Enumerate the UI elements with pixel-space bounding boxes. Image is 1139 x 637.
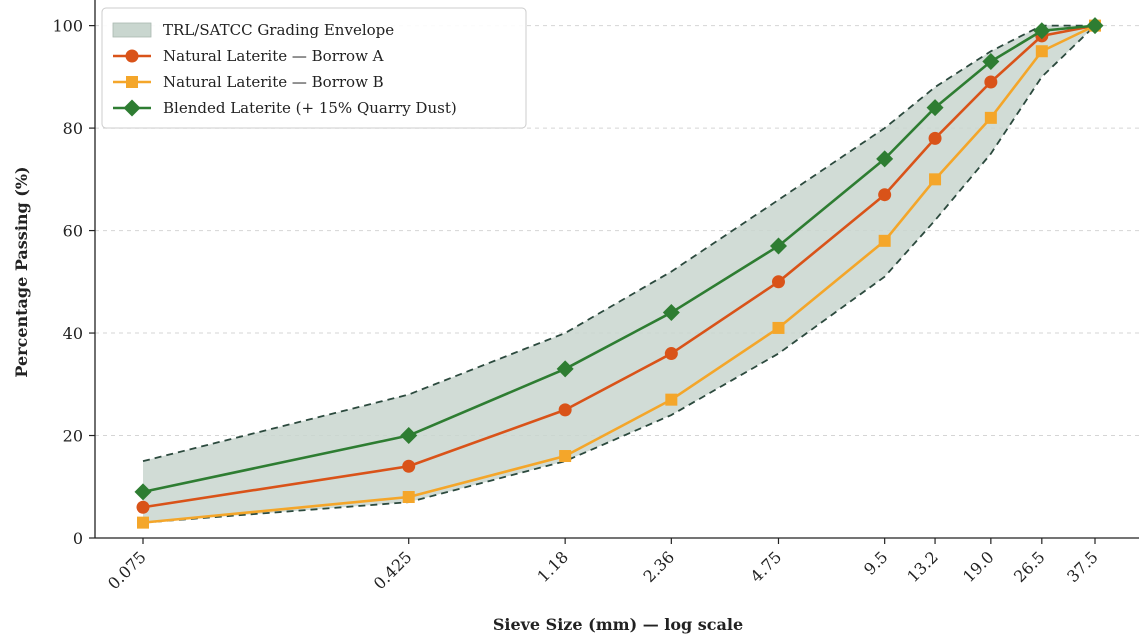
data-point [982,52,1000,70]
series-lines [134,17,1104,529]
legend-marker [123,99,141,117]
data-point [137,516,149,529]
series-3 [134,17,1104,501]
y-tick-label: 0 [73,529,83,548]
data-point [984,111,997,124]
data-point [664,347,678,361]
legend: TRL/SATCC Grading Envelope Natural Lateri… [101,7,527,129]
data-point [559,450,572,463]
y-tick-label: 80 [63,119,83,138]
y-tick-label: 60 [63,222,83,241]
data-point [402,491,415,504]
y-axis-title: Percentage Passing (%) [12,166,31,377]
data-point [134,483,152,501]
envelope-lower-line [142,24,1096,524]
series-line [142,24,1096,524]
legend-label: Natural Laterite — Borrow A [163,47,384,65]
data-point [876,150,894,168]
data-point [926,99,944,117]
data-point [771,275,785,289]
x-tick-label: 2.36 [640,547,679,586]
legend-swatch-envelope [112,22,152,38]
data-point [769,237,787,255]
data-point [772,321,785,334]
data-point [662,304,680,322]
y-tick-label: 40 [63,324,83,343]
legend-label: Natural Laterite — Borrow B [163,73,384,91]
x-tick-label: 37.5 [1063,547,1102,586]
legend-frame [101,7,527,129]
data-point [1086,17,1104,35]
data-point [878,188,892,202]
data-point [1035,45,1048,58]
data-point [878,234,891,247]
y-tick-label: 100 [52,17,83,36]
x-tick-label: 9.5 [860,547,891,578]
data-point [556,360,574,378]
data-point [929,173,942,186]
data-point [136,500,150,514]
x-tick-label: 19.0 [959,547,998,586]
x-tick-label: 0.075 [104,547,150,593]
data-point [1033,22,1051,40]
x-tick-label: 1.18 [533,547,572,586]
data-point [665,393,678,406]
axes [94,0,1139,539]
series-line [142,24,1096,509]
data-point [558,403,572,417]
data-point [400,427,418,445]
legend-marker [126,76,138,88]
x-axis-title: Sieve Size (mm) — log scale [493,615,743,634]
y-tick-label: 20 [63,427,83,446]
x-tick-label: 4.75 [747,547,786,586]
data-point [928,131,942,145]
x-tick-label: 13.2 [903,547,942,586]
data-point [984,75,998,89]
data-point [402,459,416,473]
envelope-upper-line [142,24,1095,463]
grading-envelope [142,24,1096,524]
legend-label-envelope: TRL/SATCC Grading Envelope [163,21,394,39]
series-line [142,24,1096,494]
envelope-fill [143,25,1095,523]
legend-label: Blended Laterite (+ 15% Quarry Dust) [163,99,457,117]
x-tick-label: 26.5 [1010,547,1049,586]
legend-marker [125,49,139,63]
x-tick-label: 0.425 [370,547,416,593]
